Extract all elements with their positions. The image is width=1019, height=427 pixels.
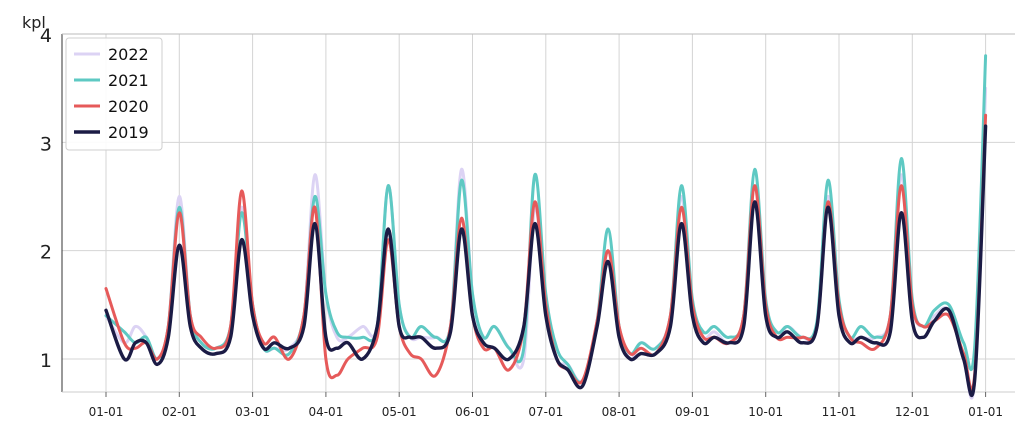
x-tick-label: 12-01 — [895, 405, 930, 419]
axes — [61, 33, 1015, 397]
x-tick-label: 04-01 — [308, 405, 343, 419]
x-tick-label: 08-01 — [602, 405, 637, 419]
x-tick-label: 01-01 — [89, 405, 124, 419]
x-tick-label: 06-01 — [455, 405, 490, 419]
x-tick-label: 11-01 — [822, 405, 857, 419]
legend: 2022 2021 2020 2019 — [65, 37, 163, 151]
x-tick-label: 03-01 — [235, 405, 270, 419]
x-tick-label: 07-01 — [528, 405, 563, 419]
y-tick-label: 4 — [40, 25, 52, 47]
grid — [62, 33, 1015, 392]
y-tick-label: 3 — [40, 133, 52, 155]
legend-label-2021: 2021 — [108, 71, 149, 90]
x-tick-label: 09-01 — [675, 405, 710, 419]
y-axis-label: kpl — [22, 13, 46, 32]
legend-box — [65, 37, 163, 151]
series-line-2019 — [104, 124, 988, 398]
x-tick-label: 05-01 — [382, 405, 417, 419]
x-tick-label: 01-01 — [968, 405, 1003, 419]
legend-label-2020: 2020 — [108, 97, 149, 116]
legend-label-2019: 2019 — [108, 123, 149, 142]
y-tick-label: 2 — [40, 242, 52, 264]
series-lines — [104, 54, 988, 400]
y-tick-label: 1 — [40, 350, 52, 372]
x-tick-label: 10-01 — [748, 405, 783, 419]
legend-label-2022: 2022 — [108, 45, 149, 64]
x-tick-label: 02-01 — [162, 405, 197, 419]
tick-labels: 1 2 3 4 01-01 02-01 03-01 04-01 05-01 06-01 07-01 0… — [40, 25, 1003, 419]
